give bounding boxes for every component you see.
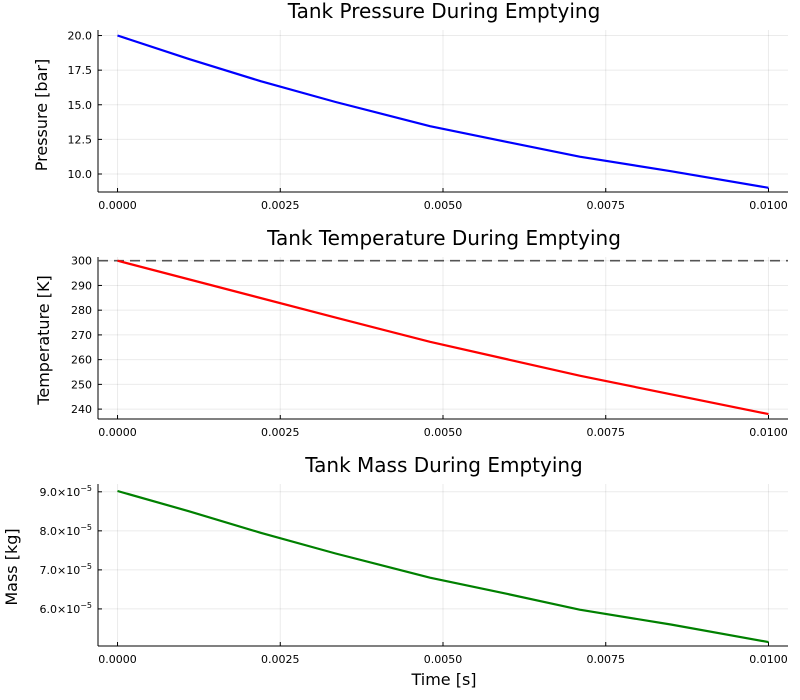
temperature-x-tick-label: 0.0075 (586, 426, 625, 439)
mass-x-tick-label: 0.0025 (261, 653, 300, 666)
temperature-series-line (117, 259, 769, 416)
temperature-y-tick-label: 300 (71, 255, 92, 268)
mass-x-axis-label: Time [s] (410, 670, 476, 689)
temperature-x-tick-label: 0.0050 (424, 426, 463, 439)
pressure-y-tick-label: 20.0 (68, 30, 93, 43)
mass-y-tick-label: 7.0×10−5 (39, 562, 92, 577)
pressure-y-axis-label: Pressure [bar] (32, 59, 51, 171)
mass-y-tick-label: 8.0×10−5 (39, 523, 92, 538)
mass-y-tick-label: 6.0×10−5 (39, 601, 92, 616)
mass-y-tick-label: 9.0×10−5 (39, 484, 92, 499)
temperature-y-tick-label: 260 (71, 354, 92, 367)
pressure-y-tick-label: 12.5 (68, 133, 93, 146)
pressure-x-tick-label: 0.0050 (424, 199, 463, 212)
temperature-y-tick-label: 280 (71, 304, 92, 317)
temperature-panel: Tank Temperature During Emptying Tempera… (34, 226, 788, 439)
pressure-y-tick-label: 10.0 (68, 168, 93, 181)
pressure-panel: Tank Pressure During Emptying Pressure [… (32, 0, 788, 212)
pressure-x-tick-label: 0.0075 (586, 199, 625, 212)
mass-x-tick-label: 0.0100 (749, 653, 788, 666)
pressure-x-tick-label: 0.0100 (749, 199, 788, 212)
mass-y-axis-label: Mass [kg] (2, 528, 21, 605)
mass-series-line (117, 489, 769, 644)
temperature-y-tick-label: 270 (71, 329, 92, 342)
temperature-y-tick-label: 290 (71, 279, 92, 292)
pressure-y-tick-label: 17.5 (68, 64, 93, 77)
temperature-y-axis-label: Temperature [K] (34, 275, 53, 405)
pressure-y-tick-label: 15.0 (68, 99, 93, 112)
temperature-y-tick-label: 240 (71, 403, 92, 416)
temperature-x-tick-label: 0.0100 (749, 426, 788, 439)
temperature-x-tick-label: 0.0000 (98, 426, 137, 439)
pressure-x-tick-label: 0.0025 (261, 199, 300, 212)
temperature-y-tick-label: 250 (71, 378, 92, 391)
pressure-series-line (117, 34, 769, 189)
mass-x-tick-label: 0.0000 (98, 653, 137, 666)
temperature-chart-title: Tank Temperature During Emptying (266, 226, 621, 250)
mass-x-tick-label: 0.0075 (586, 653, 625, 666)
pressure-chart-title: Tank Pressure During Emptying (287, 0, 601, 23)
mass-x-tick-label: 0.0050 (424, 653, 463, 666)
mass-chart-title: Tank Mass During Emptying (304, 453, 583, 477)
pressure-x-tick-label: 0.0000 (98, 199, 137, 212)
temperature-x-tick-label: 0.0025 (261, 426, 300, 439)
mass-panel: Tank Mass During Emptying Mass [kg] Time… (2, 453, 788, 689)
